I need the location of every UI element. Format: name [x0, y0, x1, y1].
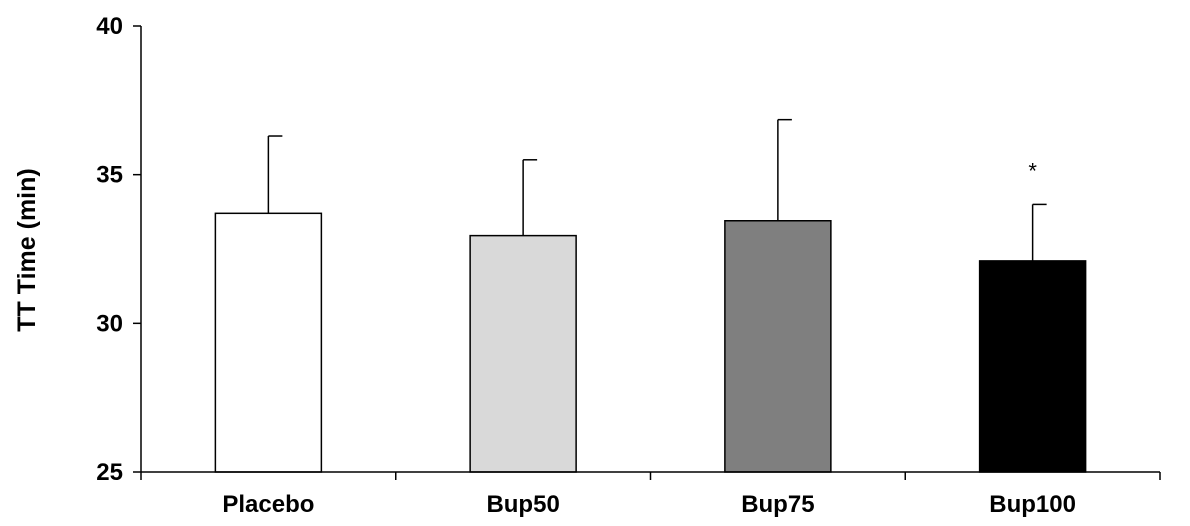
x-tick-label-bup50: Bup50 [486, 491, 559, 518]
bar-bup75 [724, 220, 832, 473]
labels-layer: Placebo Bup50 Bup75 Bup100 * 25 30 35 40 [96, 13, 1076, 518]
bar-bup100 [978, 260, 1087, 473]
y-tick-label: 40 [96, 13, 123, 40]
bars-layer [214, 212, 1087, 473]
x-tick-label-placebo: Placebo [222, 491, 314, 518]
x-tick-label-bup75: Bup75 [741, 491, 814, 518]
bar-placebo [214, 212, 323, 473]
significance-marker: * [1028, 158, 1037, 183]
x-tick-label-bup100: Bup100 [989, 491, 1076, 518]
error-bars-layer [267, 118, 1047, 261]
y-tick-label: 35 [96, 162, 123, 189]
bar-bup50 [469, 234, 577, 473]
y-tick-label: 30 [96, 310, 123, 337]
y-tick-label: 25 [96, 459, 123, 486]
y-axis-title: TT Time (min) [13, 168, 41, 331]
axes-layer [133, 25, 1161, 480]
